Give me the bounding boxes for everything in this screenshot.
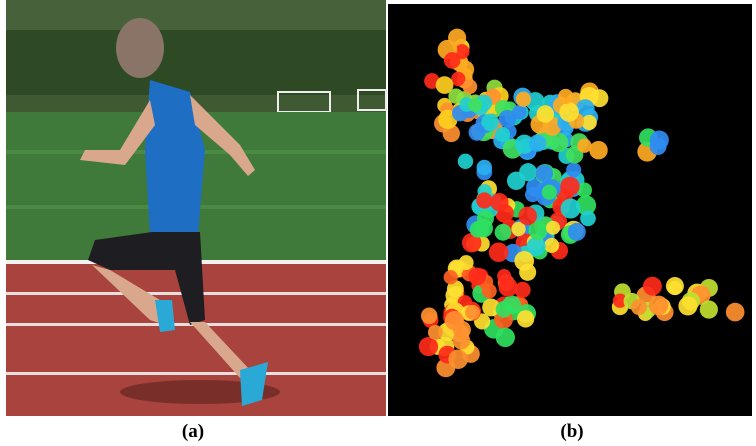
figure-panels xyxy=(0,0,756,420)
dot xyxy=(469,124,486,141)
dot xyxy=(489,242,509,262)
dot xyxy=(445,311,464,330)
dot xyxy=(419,337,438,356)
caption: (b) xyxy=(542,421,602,443)
dot xyxy=(559,102,579,122)
photo-runner xyxy=(6,0,386,416)
dot xyxy=(463,79,478,94)
dot xyxy=(650,138,667,155)
caption: (a) xyxy=(163,421,223,443)
dot xyxy=(495,224,512,241)
dot xyxy=(544,238,559,253)
dot xyxy=(512,105,526,119)
dot xyxy=(529,134,546,151)
dot xyxy=(465,305,480,320)
dot xyxy=(495,127,510,142)
dot xyxy=(561,199,581,219)
dot xyxy=(428,325,443,340)
dot xyxy=(542,185,557,200)
dot xyxy=(517,310,534,327)
dot xyxy=(668,281,682,295)
dot xyxy=(678,296,697,315)
dot xyxy=(444,52,461,69)
dot xyxy=(496,301,512,317)
figure: (a) (b) xyxy=(0,0,756,446)
dot xyxy=(518,207,537,226)
dot xyxy=(470,221,487,238)
dot xyxy=(589,141,607,159)
dot xyxy=(507,172,525,190)
dot xyxy=(631,299,647,315)
dot xyxy=(558,89,573,104)
dot xyxy=(476,192,492,208)
dot xyxy=(568,223,586,241)
dot xyxy=(452,332,470,350)
dot xyxy=(468,98,482,112)
dot xyxy=(490,193,508,211)
dot xyxy=(468,268,486,286)
dot xyxy=(482,284,497,299)
dot xyxy=(496,328,515,347)
dot xyxy=(519,264,536,281)
dot xyxy=(477,160,492,175)
dot xyxy=(643,277,662,296)
dot xyxy=(700,300,718,318)
dot xyxy=(516,92,531,107)
dot xyxy=(726,303,745,322)
dot xyxy=(499,278,518,297)
dot xyxy=(421,308,438,325)
dot xyxy=(560,177,579,196)
dot xyxy=(649,296,669,316)
dot xyxy=(448,350,467,369)
dot xyxy=(566,162,581,177)
dot xyxy=(444,270,458,284)
dot xyxy=(580,211,596,227)
dot xyxy=(537,105,554,122)
dot xyxy=(458,154,473,169)
dot xyxy=(546,221,560,235)
